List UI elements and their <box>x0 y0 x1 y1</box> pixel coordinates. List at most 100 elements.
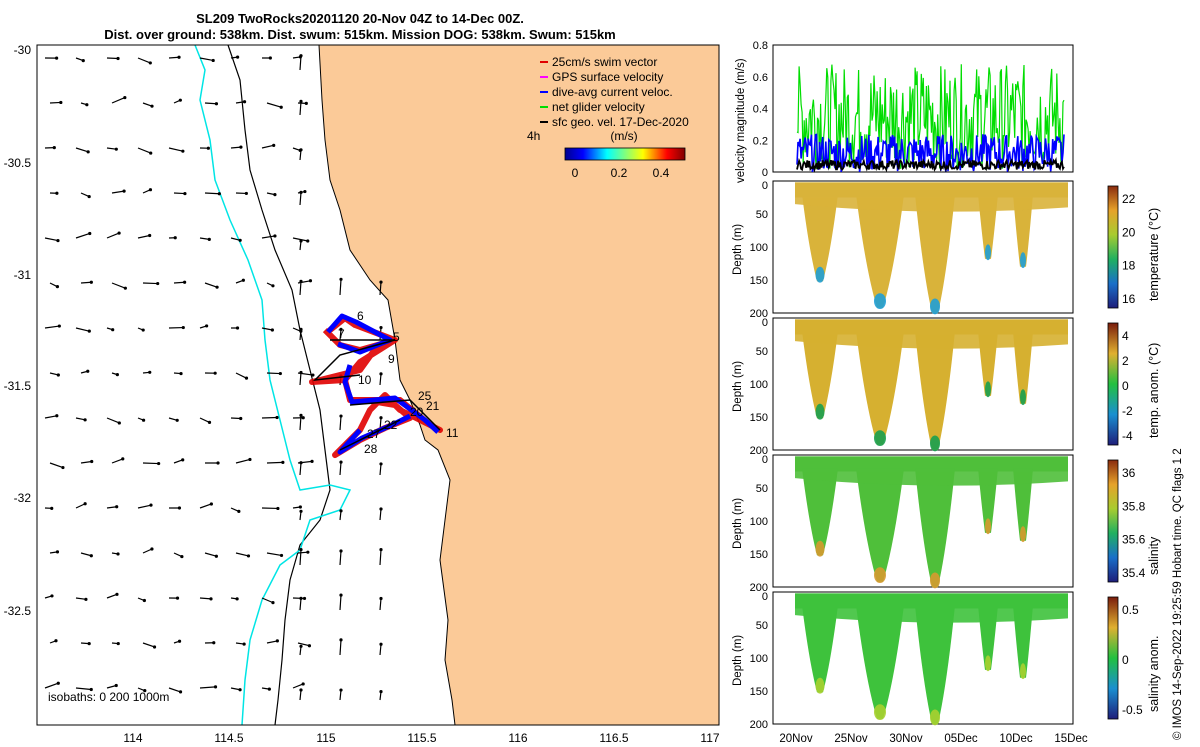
time-tick: 10Dec <box>999 733 1032 745</box>
section-panel-salinity: 0 50 100 150 200 Depth (m) 36 35.8 35.6 35.4 salin… <box>732 454 1161 594</box>
legend-label: sfc geo. vel. 17-Dec-2020 <box>552 115 689 129</box>
colorbar-tick: 20 <box>1122 225 1136 239</box>
map-x-tick: 116 <box>508 731 527 745</box>
legend-label: net glider velocity <box>552 100 645 114</box>
colorbar-label: temp. anom. (°C) <box>1147 343 1161 438</box>
section-colorbar <box>1107 185 1119 309</box>
colorbar-tick: 0.2 <box>611 166 628 180</box>
depth-tick: 50 <box>756 620 768 632</box>
depth-tick: 100 <box>750 653 768 665</box>
map-y-tick: -30 <box>14 43 32 57</box>
colorbar-tick: 22 <box>1122 192 1136 206</box>
waypoint-label: 7 <box>338 327 345 341</box>
colorbar-label: temperature (°C) <box>1147 208 1161 301</box>
depth-label: Depth (m) <box>732 635 744 686</box>
map-x-tick: 114 <box>123 731 142 745</box>
colorbar-tick: 0.4 <box>653 166 670 180</box>
depth-tick: 0 <box>762 317 768 329</box>
time-tick: 20Nov <box>779 733 812 745</box>
depth-tick: 50 <box>756 346 768 358</box>
time-axis: 20Nov 25Nov 30Nov 05Dec 10Dec 15Dec <box>779 733 1087 745</box>
colorbar-tick: 0 <box>1122 379 1129 393</box>
colorbar-tick: 4 <box>1122 329 1129 343</box>
depth-tick: 0 <box>762 180 768 192</box>
colorbar-tick: 18 <box>1122 259 1136 273</box>
map-x-tick: 117 <box>700 731 719 745</box>
colorbar-tick: -0.5 <box>1122 703 1143 717</box>
isobath-200 <box>227 44 331 726</box>
depth-tick: 100 <box>750 516 768 528</box>
colorbar-tick: -4 <box>1122 429 1133 443</box>
glider-track <box>309 313 443 458</box>
map-y-tick: -32.5 <box>4 604 32 618</box>
map-ocean <box>37 45 719 725</box>
dive-profile <box>856 468 904 582</box>
depth-tick: 0 <box>762 591 768 603</box>
dive-profile <box>978 468 998 533</box>
waypoint-label: 22 <box>384 418 398 432</box>
map-y-tick: -31.5 <box>4 379 32 393</box>
dive-profile <box>856 331 904 445</box>
section-colorbar <box>1107 596 1119 720</box>
depth-tick: 100 <box>750 242 768 254</box>
colorbar-tick: 0 <box>1122 653 1129 667</box>
velocity-y-tick: 0.6 <box>753 72 768 84</box>
legend-label: GPS surface velocity <box>552 70 663 84</box>
colorbar-tick: 35.8 <box>1122 499 1146 513</box>
velocity-panel: 0 0.2 0.4 0.6 0.8 velocity magnitude (m/s) <box>735 40 1074 183</box>
map-y-tick: -31 <box>14 268 32 282</box>
map-y-tick: -30.5 <box>4 156 32 170</box>
dive-profile <box>978 194 998 259</box>
velocity-series-line <box>796 133 1065 173</box>
colorbar-tick: 2 <box>1122 354 1129 368</box>
depth-tick: 200 <box>750 308 768 320</box>
velocity-y-tick: 0.2 <box>753 135 768 147</box>
waypoint-labels: 6 7 5 9 10 25 21 20 22 11 27 28 <box>338 309 459 456</box>
waypoint-label: 20 <box>410 405 424 419</box>
colorbar-unit: (m/s) <box>610 129 637 143</box>
colorbar-tick: 36 <box>1122 466 1136 480</box>
dive-profile <box>1013 331 1033 404</box>
map-frame <box>36 44 720 726</box>
dive-profile <box>802 194 838 282</box>
dive-profile <box>802 468 838 556</box>
dive-profile <box>915 331 955 450</box>
section-colorbar <box>1107 322 1119 446</box>
colorbar-tick: 0.5 <box>1122 603 1139 617</box>
map-y-ticks: -30 -30.5 -31 -31.5 -32 -32.5 <box>4 43 32 618</box>
dive-profile <box>856 194 904 308</box>
velocity-arrow-grid <box>44 54 383 701</box>
velocity-series-line <box>796 156 1065 173</box>
waypoint-label: 5 <box>393 330 400 344</box>
velocity-y-tick: 0 <box>762 167 768 179</box>
depth-tick: 200 <box>750 445 768 457</box>
dive-profile <box>915 605 955 724</box>
waypoint-label: 25 <box>418 389 432 403</box>
depth-tick: 200 <box>750 719 768 731</box>
dive-profile <box>978 331 998 396</box>
dive-profile <box>802 605 838 693</box>
land-mass <box>319 45 719 725</box>
speed-colorbar <box>564 147 686 161</box>
dive-profile <box>915 468 955 587</box>
map-x-tick: 116.5 <box>599 731 628 745</box>
section-panel-sal_anom: 0 50 100 150 200 Depth (m) 0.5 0 -0.5 salinity an… <box>732 591 1161 731</box>
waypoint-label: 27 <box>367 427 381 441</box>
depth-label: Depth (m) <box>732 224 744 275</box>
isobath-1000 <box>194 44 352 726</box>
depth-tick: 200 <box>750 582 768 594</box>
dive-profile <box>1013 605 1033 678</box>
velocity-y-tick: 0.4 <box>753 104 768 116</box>
dive-profile <box>1013 468 1033 541</box>
colorbar-tick: 0 <box>572 166 579 180</box>
map-x-tick: 115 <box>316 731 335 745</box>
colorbar-tick: 35.4 <box>1122 566 1146 580</box>
map-y-tick: -32 <box>14 491 32 505</box>
section-panel-temp_anom: 0 50 100 150 200 Depth (m) 4 2 0 -2 -4 temp. anom. … <box>732 317 1161 457</box>
dive-profile <box>1013 194 1033 267</box>
colorbar-tick: 16 <box>1122 292 1136 306</box>
chart-subtitle: Dist. over ground: 538km. Dist. swum: 51… <box>104 27 616 42</box>
depth-tick: 100 <box>750 379 768 391</box>
